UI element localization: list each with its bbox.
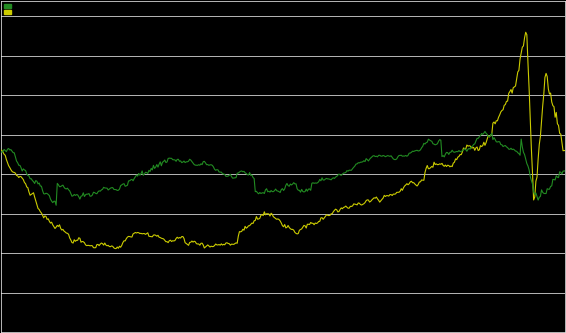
Legend: , : , [3, 3, 12, 16]
